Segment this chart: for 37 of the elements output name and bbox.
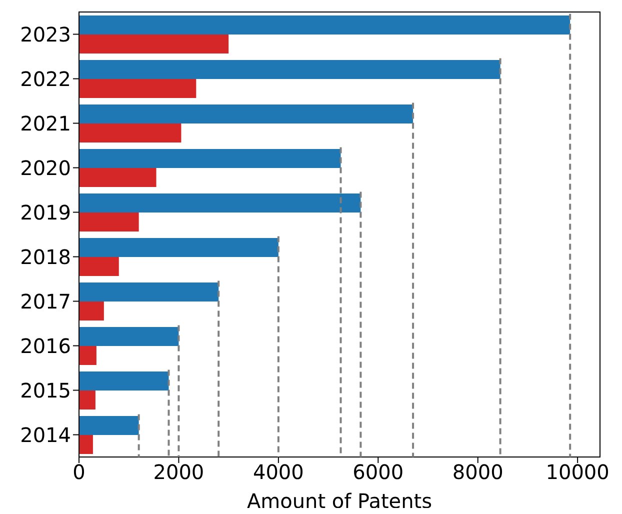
bar [79, 149, 341, 168]
bar [79, 16, 570, 35]
bar [79, 282, 219, 302]
bar [79, 124, 182, 143]
y-tick-label: 2016 [20, 334, 71, 358]
bar [79, 34, 229, 54]
y-tick-label: 2019 [20, 200, 71, 224]
bar [79, 60, 500, 80]
y-tick-label: 2021 [20, 111, 71, 136]
x-tick-label: 10000 [546, 460, 610, 484]
x-tick-label: 2000 [153, 460, 204, 484]
x-tick-label: 4000 [252, 460, 304, 484]
bar [79, 390, 96, 410]
y-tick-label: 2020 [20, 156, 71, 180]
y-tick-label: 2015 [20, 378, 71, 402]
bar [79, 212, 139, 232]
bar [79, 79, 196, 98]
y-tick-label: 2014 [20, 422, 71, 447]
bar [79, 257, 119, 276]
bar [79, 302, 104, 321]
y-tick-label: 2022 [20, 66, 71, 91]
y-tick-label: 2017 [20, 289, 71, 314]
bar [79, 194, 361, 213]
bar [79, 416, 139, 436]
bar [79, 346, 96, 366]
x-axis-title: Amount of Patents [246, 489, 432, 513]
x-tick-label: 0 [72, 460, 86, 484]
x-tick-label: 8000 [452, 460, 504, 484]
bar [79, 104, 414, 124]
bar [79, 372, 169, 391]
bar [79, 168, 156, 188]
bar [79, 238, 278, 258]
y-tick-label: 2023 [20, 22, 71, 46]
x-tick-label: 6000 [352, 460, 404, 484]
bar [79, 327, 179, 346]
y-tick-label: 2018 [20, 244, 71, 269]
bar [79, 435, 93, 454]
